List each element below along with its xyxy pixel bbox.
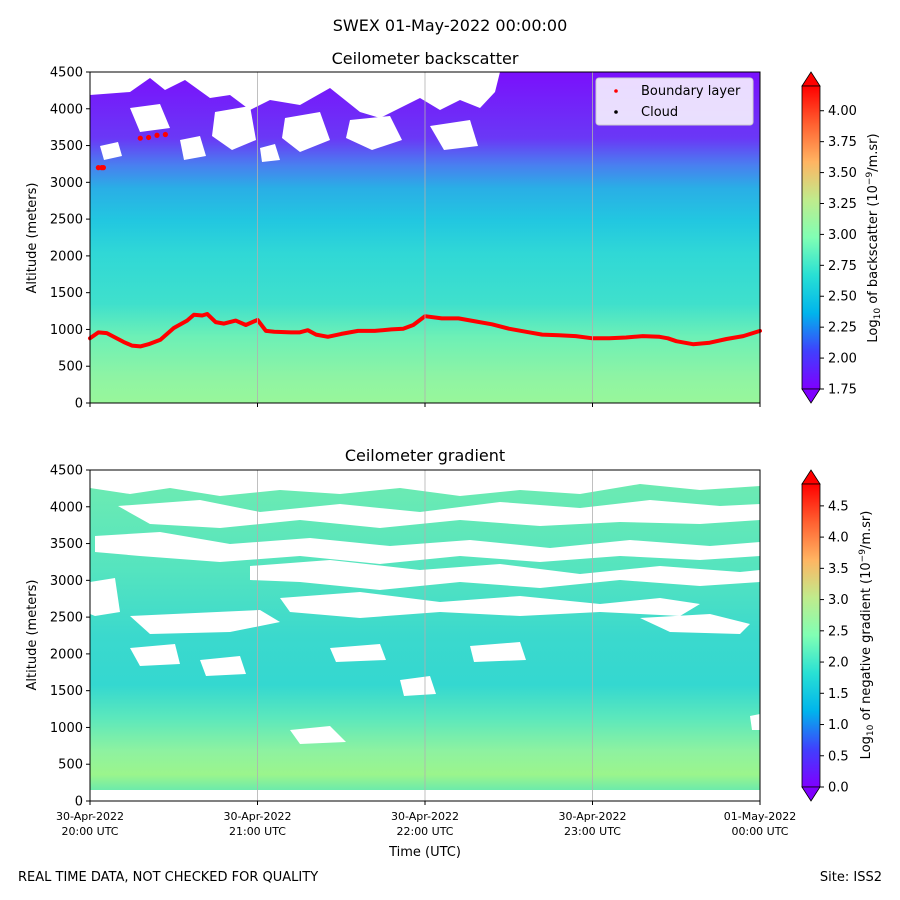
backscatter-colorbar-label: Log10 of backscatter (10−9/m.sr) xyxy=(865,133,883,342)
colorbar-gradient xyxy=(801,85,821,390)
y-tick-label: 0 xyxy=(75,397,83,412)
legend-marker-cloud xyxy=(614,110,618,114)
cloud-point xyxy=(154,132,160,138)
colorbar-max-arrow xyxy=(801,469,821,485)
colorbar-min-arrow xyxy=(801,388,821,404)
colorbar-tick-label: 2.75 xyxy=(828,259,857,274)
x-tick-date: 30-Apr-2022 xyxy=(56,810,124,823)
backscatter-title: Ceilometer backscatter xyxy=(332,49,519,68)
gradient-panel: Ceilometer gradient 0 500 1000 1500 2000 2500… xyxy=(25,446,876,860)
colorbar-tick-label: 1.5 xyxy=(828,687,849,702)
x-tick-time: 00:00 UTC xyxy=(731,825,788,838)
colorbar-tick-label: 3.75 xyxy=(828,135,857,150)
y-tick-label: 3500 xyxy=(50,139,83,154)
x-tick-time: 20:00 UTC xyxy=(61,825,118,838)
colorbar-tick-label: 0.5 xyxy=(828,749,849,764)
y-tick-label: 2500 xyxy=(50,213,83,228)
gradient-y-label: Altitude (meters) xyxy=(25,580,40,691)
boundary-layer-series xyxy=(88,312,762,349)
site-label: Site: ISS2 xyxy=(819,870,882,885)
y-tick-label: 3000 xyxy=(50,176,83,191)
colorbar-tick-label: 2.5 xyxy=(828,624,849,639)
y-tick-label: 4000 xyxy=(50,500,83,515)
colorbar-tick-label: 3.25 xyxy=(828,197,857,212)
backscatter-gridlines xyxy=(257,72,593,403)
y-tick-label: 500 xyxy=(58,360,83,375)
x-tick-date: 30-Apr-2022 xyxy=(391,810,459,823)
colorbar-min-arrow xyxy=(801,786,821,802)
y-tick-label: 4000 xyxy=(50,102,83,117)
y-tick-label: 4500 xyxy=(50,464,83,479)
backscatter-y-label: Altitude (meters) xyxy=(25,183,40,294)
legend-label-boundary-layer: Boundary layer xyxy=(641,84,741,99)
colorbar-tick-label: 3.5 xyxy=(828,562,849,577)
x-tick-date: 01-May-2022 xyxy=(724,810,796,823)
cloud-point xyxy=(100,165,106,171)
colorbar-tick-label: 3.0 xyxy=(828,593,849,608)
y-tick-label: 3500 xyxy=(50,537,83,552)
legend-box xyxy=(595,77,754,126)
colorbar-tick-label: 3.50 xyxy=(828,166,857,181)
y-tick-label: 4500 xyxy=(50,66,83,81)
cloud-point xyxy=(137,135,143,141)
x-tick-date: 30-Apr-2022 xyxy=(223,810,291,823)
colorbar-tick-label: 1.0 xyxy=(828,718,849,733)
y-tick-label: 0 xyxy=(75,795,83,810)
backscatter-y-axis: 0 500 1000 1500 2000 2500 3000 3500 4000 4500 xyxy=(50,66,90,412)
gradient-colorbar: 0.0 0.5 1.0 1.5 2.0 2.5 3.0 3.5 4.0 4.5 Log10 of … xyxy=(801,469,876,802)
colorbar-tick-label: 1.75 xyxy=(828,383,857,398)
colorbar-ticks: 0.0 0.5 1.0 1.5 2.0 2.5 3.0 3.5 4.0 4.5 xyxy=(820,499,849,796)
y-tick-label: 2500 xyxy=(50,611,83,626)
gradient-colorbar-label: Log10 of negative gradient (10−9/m.sr) xyxy=(858,511,876,760)
quality-disclaimer: REAL TIME DATA, NOT CHECKED FOR QUALITY xyxy=(18,870,319,885)
y-tick-label: 1500 xyxy=(50,684,83,699)
colorbar-tick-label: 2.50 xyxy=(828,290,857,305)
colorbar-tick-label: 2.25 xyxy=(828,321,857,336)
legend: Boundary layer Cloud xyxy=(595,77,754,126)
colorbar-tick-label: 4.0 xyxy=(828,531,849,546)
y-tick-label: 500 xyxy=(58,758,83,773)
colorbar-tick-label: 4.5 xyxy=(828,499,849,514)
y-tick-label: 3000 xyxy=(50,574,83,589)
cloud-series xyxy=(95,131,168,171)
backscatter-colorbar: 1.75 2.00 2.25 2.50 2.75 3.00 3.25 3.50 3.75 4.00… xyxy=(801,71,883,404)
gradient-gridlines xyxy=(257,470,593,801)
backscatter-x-ticks xyxy=(89,403,761,407)
cloud-point xyxy=(146,134,152,141)
x-tick-time: 21:00 UTC xyxy=(229,825,286,838)
y-tick-label: 1500 xyxy=(50,286,83,301)
x-tick-time: 23:00 UTC xyxy=(564,825,621,838)
backscatter-panel: Ceilometer backscatter 0 500 1000 1500 2000 2… xyxy=(25,49,883,412)
colorbar-tick-label: 2.0 xyxy=(828,656,849,671)
colorbar-max-arrow xyxy=(801,71,821,87)
colorbar-tick-label: 2.00 xyxy=(828,352,857,367)
backscatter-blank-regions xyxy=(90,72,500,162)
x-tick-time: 22:00 UTC xyxy=(396,825,453,838)
y-tick-label: 2000 xyxy=(50,647,83,662)
colorbar-ticks: 1.75 2.00 2.25 2.50 2.75 3.00 3.25 3.50 3.75 4.00 xyxy=(820,104,857,398)
colorbar-tick-label: 4.00 xyxy=(828,104,857,119)
legend-marker-boundary-layer xyxy=(614,89,618,93)
cloud-point xyxy=(162,131,168,138)
x-tick-date: 30-Apr-2022 xyxy=(558,810,626,823)
colorbar-tick-label: 0.0 xyxy=(828,781,849,796)
gradient-y-axis: 0 500 1000 1500 2000 2500 3000 3500 4000 4500 xyxy=(50,464,90,810)
colorbar-tick-label: 3.00 xyxy=(828,228,857,243)
gradient-x-label: Time (UTC) xyxy=(388,845,461,860)
y-tick-label: 1000 xyxy=(50,721,83,736)
figure-title: SWEX 01-May-2022 00:00:00 xyxy=(332,16,568,35)
gradient-title: Ceilometer gradient xyxy=(345,446,505,465)
y-tick-label: 2000 xyxy=(50,249,83,264)
gradient-x-axis: 30-Apr-2022 20:00 UTC 30-Apr-2022 21:00 UTC… xyxy=(56,801,796,838)
boundary-layer-line xyxy=(88,312,762,349)
colorbar-gradient xyxy=(801,483,821,788)
y-tick-label: 1000 xyxy=(50,323,83,338)
legend-label-cloud: Cloud xyxy=(641,105,678,120)
